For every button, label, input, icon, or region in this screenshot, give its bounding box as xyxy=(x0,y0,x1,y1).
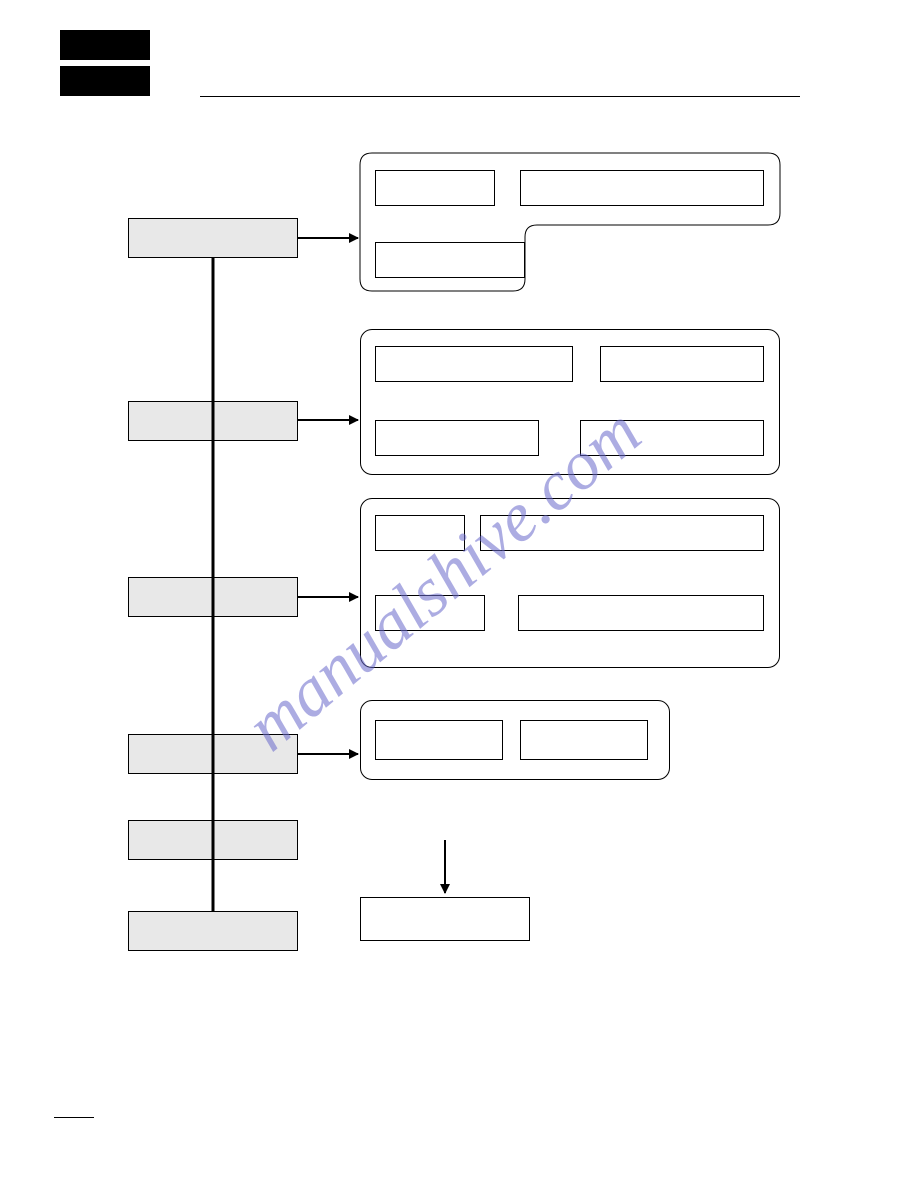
page-canvas: manualshive.com xyxy=(0,0,918,1188)
standalone-box xyxy=(360,897,530,941)
header-bar xyxy=(60,66,150,96)
panel-1-box-b xyxy=(520,170,764,206)
side-box-5 xyxy=(128,820,298,860)
panel-3-box-a xyxy=(375,515,465,551)
side-box-2 xyxy=(128,401,298,441)
panel-1-box-a xyxy=(375,170,495,206)
side-box-6 xyxy=(128,911,298,951)
panel-4-box-a xyxy=(375,720,503,760)
side-box-4 xyxy=(128,734,298,774)
panel-2-box-b xyxy=(600,346,764,382)
header-rule xyxy=(200,96,800,97)
panel-4-box-b xyxy=(520,720,648,760)
panel-3-box-b xyxy=(480,515,764,551)
side-box-1 xyxy=(128,218,298,258)
page-footer-rule xyxy=(54,1117,94,1118)
panel-2-box-a xyxy=(375,346,573,382)
panel-2-box-c xyxy=(375,420,539,456)
panel-3-box-d xyxy=(518,595,764,631)
panel-2-box-d xyxy=(580,420,764,456)
panel-1-box-c xyxy=(375,242,525,278)
panel-3-box-c xyxy=(375,595,485,631)
header-bars xyxy=(60,30,150,102)
side-box-3 xyxy=(128,577,298,617)
header-bar xyxy=(60,30,150,60)
